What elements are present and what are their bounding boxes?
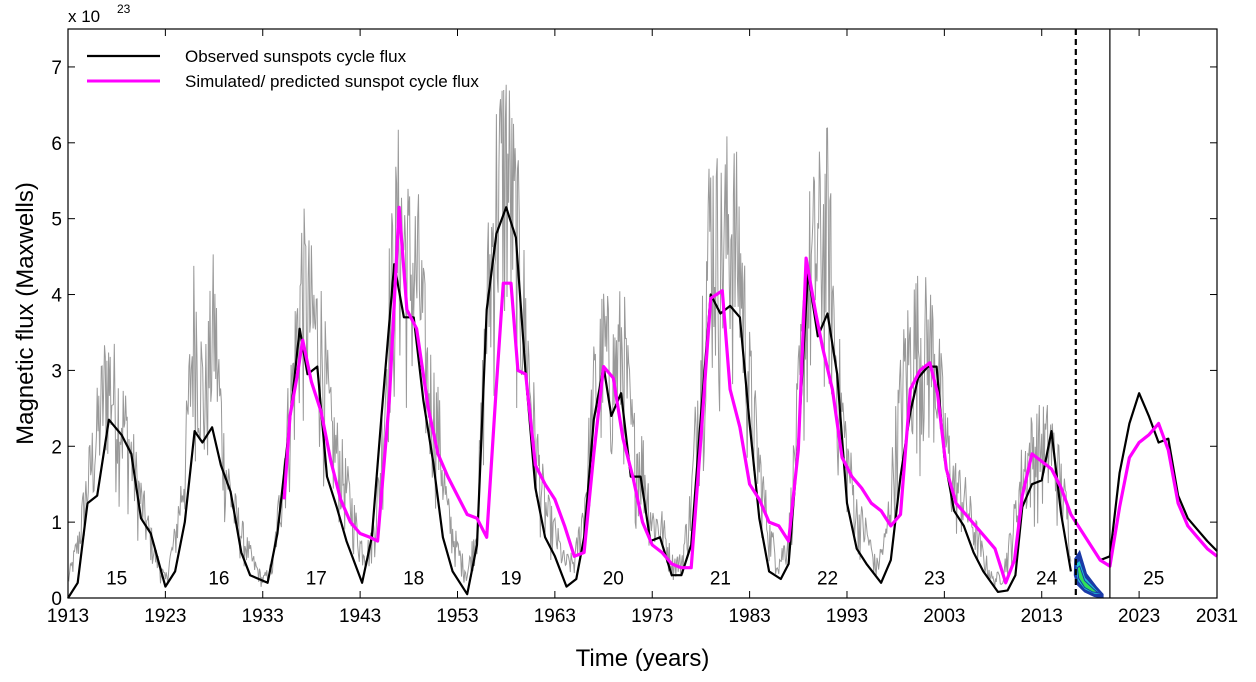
- simulated-flux-line: [282, 205, 1218, 585]
- y-tick-label: 7: [51, 58, 62, 79]
- monthly-flux-line: [67, 84, 1072, 588]
- x-tick-label: 2003: [923, 606, 965, 627]
- x-tick-label: 1913: [47, 606, 89, 627]
- x-tick-label: 2023: [1118, 606, 1160, 627]
- y-multiplier: x 10: [68, 7, 100, 26]
- legend: Observed sunspots cycle flux Simulated/ …: [87, 47, 479, 91]
- x-tick-label: 1933: [242, 606, 284, 627]
- band-middle: [1075, 559, 1103, 595]
- cycle-label: 22: [817, 569, 838, 590]
- vertical-markers: [1074, 29, 1111, 598]
- axis-ticks: 1913 1923 1933 1943 1953 1963 1973 1983 1993 2003…: [47, 29, 1238, 627]
- y-tick-label: 1: [51, 513, 62, 534]
- x-tick-label: 1963: [534, 606, 576, 627]
- observed-flux-line-2: [1099, 392, 1218, 562]
- band-inner: [1076, 565, 1100, 594]
- y-tick-label: 2: [51, 437, 62, 458]
- y-multiplier-exponent: 23: [117, 2, 131, 16]
- cycle-label: 21: [710, 569, 731, 590]
- y-tick-label: 4: [51, 286, 62, 307]
- y-tick-label: 6: [51, 134, 62, 155]
- legend-label-observed: Observed sunspots cycle flux: [185, 47, 407, 66]
- plot-frame: [67, 28, 1218, 599]
- x-tick-label: 1953: [436, 606, 478, 627]
- y-tick-label: 0: [51, 589, 62, 610]
- y-tick-label: 5: [51, 210, 62, 231]
- x-tick-label: 1973: [631, 606, 673, 627]
- x-tick-label: 2013: [1021, 606, 1063, 627]
- cycle-label: 19: [500, 569, 521, 590]
- prediction-band: [1073, 549, 1104, 599]
- monthly-data-layer: [67, 84, 1072, 588]
- x-tick-label: 1993: [826, 606, 868, 627]
- cycle-label: 23: [924, 569, 945, 590]
- y-tick-label: 3: [51, 361, 62, 382]
- cycle-label: 18: [403, 569, 424, 590]
- y-axis-title: Magnetic flux (Maxwells): [12, 182, 39, 445]
- cycle-label: 24: [1036, 569, 1058, 590]
- cycle-label: 20: [603, 569, 624, 590]
- x-axis-title: Time (years): [576, 645, 710, 672]
- x-tick-label: 1923: [144, 606, 186, 627]
- cycle-label: 25: [1143, 569, 1164, 590]
- cycle-label: 16: [208, 569, 229, 590]
- x-tick-label: 1983: [728, 606, 770, 627]
- cycle-label: 15: [106, 569, 127, 590]
- cycle-labels: 15 16 17 18 19 20 21 22 23 24 25: [106, 569, 1164, 590]
- legend-label-simulated: Simulated/ predicted sunspot cycle flux: [185, 72, 479, 91]
- x-tick-label: 2031: [1196, 606, 1238, 627]
- cycle-label: 17: [306, 569, 327, 590]
- x-tick-label: 1943: [339, 606, 381, 627]
- series-layer: [67, 205, 1218, 599]
